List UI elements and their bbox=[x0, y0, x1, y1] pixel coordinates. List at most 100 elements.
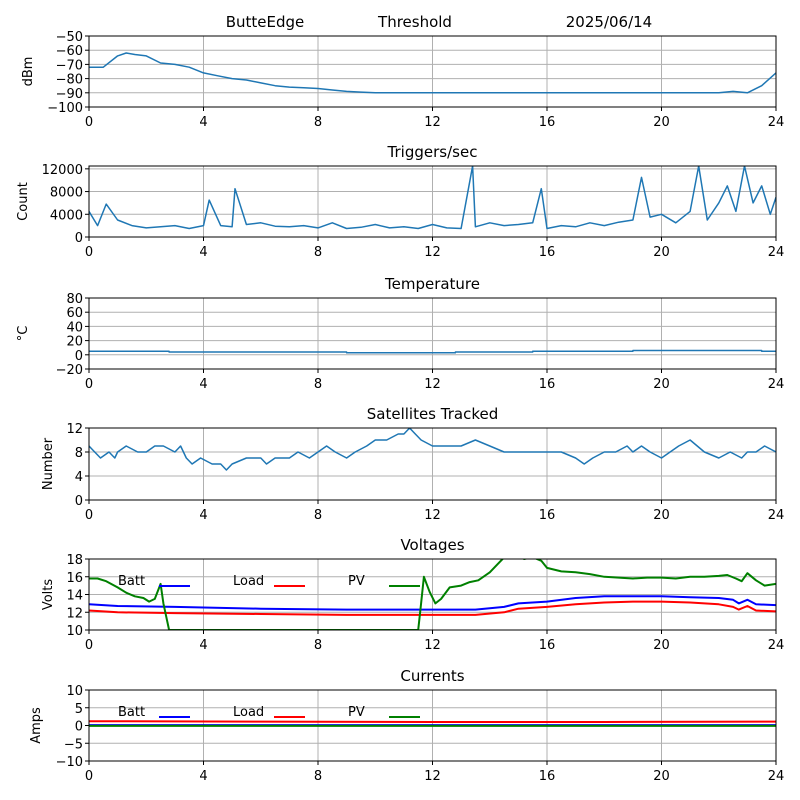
x-tick-label: 16 bbox=[539, 245, 556, 260]
y-tick-label: −10 bbox=[56, 755, 83, 770]
x-tick-label: 20 bbox=[653, 115, 670, 130]
y-tick-label: 20 bbox=[66, 335, 83, 350]
x-tick-label: 16 bbox=[539, 638, 556, 653]
x-tick-label: 0 bbox=[85, 245, 93, 260]
series-line-series bbox=[89, 52, 776, 94]
series-line-batt bbox=[89, 595, 776, 611]
x-tick-label: 4 bbox=[199, 377, 207, 392]
series-group bbox=[89, 559, 776, 630]
x-tick-label: 8 bbox=[314, 115, 322, 130]
x-tick-label: 0 bbox=[85, 508, 93, 523]
series-line-series bbox=[89, 166, 776, 230]
x-tick-label: 0 bbox=[85, 377, 93, 392]
y-tick-label: −50 bbox=[56, 30, 83, 45]
y-tick-label: −100 bbox=[47, 101, 83, 116]
x-tick-label: 20 bbox=[653, 638, 670, 653]
x-tick-label: 24 bbox=[768, 638, 785, 653]
y-axis-label: Volts bbox=[41, 579, 56, 611]
panel-title: Triggers/sec bbox=[387, 143, 478, 161]
panel-title: Voltages bbox=[400, 536, 464, 554]
y-tick-label: 12000 bbox=[42, 163, 83, 178]
y-tick-label: −70 bbox=[56, 58, 83, 73]
panel-voltages: 0 4 8 12 16 20 24 10 12 14 16 18 Voltages Volts Batt Lo… bbox=[41, 536, 784, 653]
y-tick-label: −5 bbox=[64, 737, 83, 752]
x-tick-label: 4 bbox=[199, 508, 207, 523]
y-tick-label: 60 bbox=[66, 306, 83, 321]
series-line-load bbox=[89, 600, 776, 616]
y-tick-label: 4 bbox=[75, 470, 83, 485]
x-tick-label: 0 bbox=[85, 769, 93, 784]
y-tick-label: 18 bbox=[66, 553, 83, 568]
panel-title: Satellites Tracked bbox=[367, 405, 498, 423]
x-tick-label: 12 bbox=[424, 115, 441, 130]
x-tick-label: 24 bbox=[768, 769, 785, 784]
y-tick-label: 0 bbox=[75, 231, 83, 246]
legend-label-load: Load bbox=[233, 574, 264, 589]
x-tick-label: 12 bbox=[424, 638, 441, 653]
panel-threshold: 0 4 8 12 16 20 24 −100−90−80−70−60−50 dBm bbox=[21, 30, 784, 130]
x-tick-label: 12 bbox=[424, 508, 441, 523]
y-tick-label: 4000 bbox=[50, 208, 83, 223]
legend-label-pv: PV bbox=[348, 705, 365, 720]
header-date: 2025/06/14 bbox=[566, 13, 652, 31]
y-tick-label: 80 bbox=[66, 292, 83, 307]
y-tick-label: 0 bbox=[75, 720, 83, 735]
y-tick-label: 0 bbox=[75, 349, 83, 364]
x-tick-label: 16 bbox=[539, 508, 556, 523]
panel-title: Currents bbox=[400, 667, 464, 685]
y-tick-label: 10 bbox=[66, 684, 83, 699]
x-tick-label: 0 bbox=[85, 638, 93, 653]
y-axis-label: °C bbox=[16, 326, 31, 342]
y-axis-label: Number bbox=[41, 437, 56, 490]
x-tick-label: 12 bbox=[424, 769, 441, 784]
y-tick-label: 8000 bbox=[50, 186, 83, 201]
panel-title: Temperature bbox=[384, 275, 480, 293]
x-tick-label: 20 bbox=[653, 769, 670, 784]
series-group bbox=[89, 52, 776, 94]
x-tick-label: 16 bbox=[539, 377, 556, 392]
series-group bbox=[89, 428, 776, 471]
header-label: Threshold bbox=[377, 13, 452, 31]
header-station: ButteEdge bbox=[226, 13, 305, 31]
x-tick-label: 4 bbox=[199, 769, 207, 784]
legend-label-load: Load bbox=[233, 705, 264, 720]
x-tick-label: 8 bbox=[314, 245, 322, 260]
x-tick-label: 24 bbox=[768, 508, 785, 523]
y-tick-label: −20 bbox=[56, 363, 83, 378]
x-tick-label: 8 bbox=[314, 638, 322, 653]
y-axis-label: Count bbox=[16, 182, 31, 221]
legend-label-pv: PV bbox=[348, 574, 365, 589]
y-tick-label: 40 bbox=[66, 320, 83, 335]
y-tick-label: −90 bbox=[56, 87, 83, 102]
y-tick-label: 12 bbox=[66, 606, 83, 621]
x-tick-label: 4 bbox=[199, 245, 207, 260]
x-tick-label: 24 bbox=[768, 377, 785, 392]
x-tick-label: 16 bbox=[539, 769, 556, 784]
x-tick-label: 20 bbox=[653, 377, 670, 392]
panel-triggers: 0 4 8 12 16 20 24 0 4000 8000 12000 Triggers/sec Cou… bbox=[16, 143, 784, 260]
y-tick-label: 14 bbox=[66, 589, 83, 604]
y-tick-label: 10 bbox=[66, 624, 83, 639]
series-line-series bbox=[89, 428, 776, 471]
x-tick-label: 20 bbox=[653, 245, 670, 260]
y-tick-label: 5 bbox=[75, 702, 83, 717]
panel-satellites: 0 4 8 12 16 20 24 0 4 8 12 Satellites Tracked Number bbox=[41, 405, 784, 523]
legend-label-batt: Batt bbox=[118, 574, 145, 589]
series-line-load bbox=[89, 720, 776, 723]
x-tick-label: 4 bbox=[199, 638, 207, 653]
x-tick-label: 24 bbox=[768, 245, 785, 260]
series-group bbox=[89, 720, 776, 727]
series-line-pv bbox=[89, 559, 776, 630]
panel-currents: 0 4 8 12 16 20 24 −10 −5 0 5 10 Currents Amps Batt Load… bbox=[29, 667, 784, 784]
x-tick-label: 20 bbox=[653, 508, 670, 523]
y-tick-label: 12 bbox=[66, 422, 83, 437]
series-group bbox=[89, 349, 776, 354]
series-line-series bbox=[89, 349, 776, 354]
legend: Batt Load PV bbox=[118, 705, 420, 720]
y-tick-label: 0 bbox=[75, 494, 83, 509]
y-tick-label: 16 bbox=[66, 571, 83, 586]
series-group bbox=[89, 166, 776, 230]
